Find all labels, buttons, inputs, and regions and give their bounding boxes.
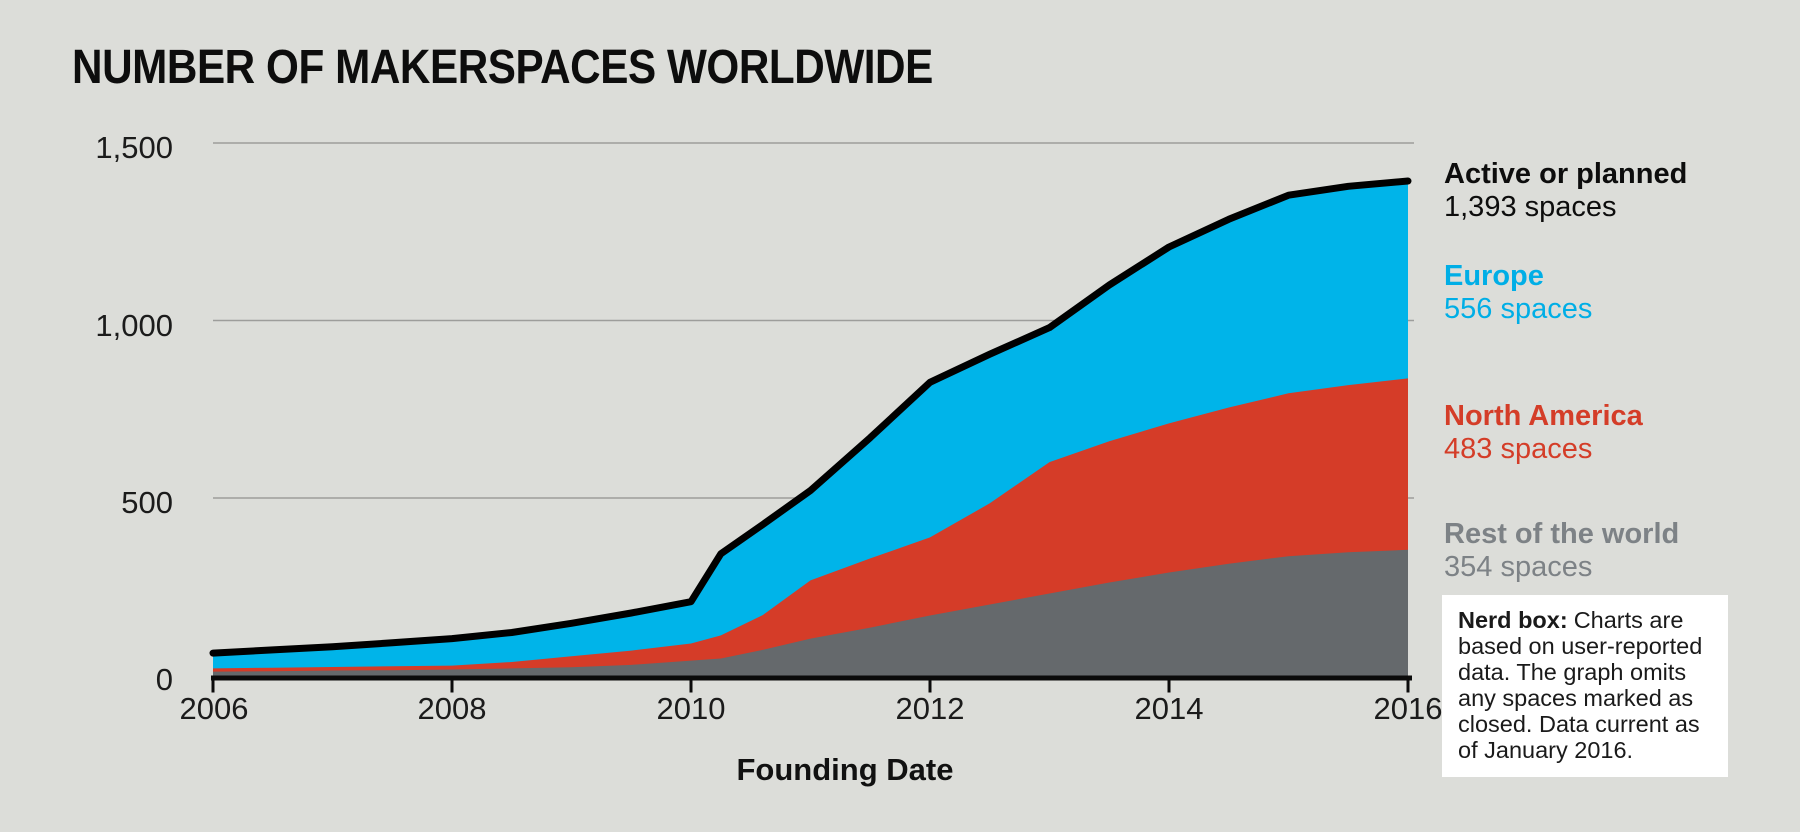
legend-item-total: Active or planned 1,393 spaces <box>1444 158 1687 224</box>
nerd-box-text: Nerd box: Charts are based on user-report… <box>1458 607 1712 763</box>
x-axis-title: Founding Date <box>736 752 954 787</box>
legend-name-north-america: North America <box>1444 400 1643 432</box>
y-tick-label-500: 500 <box>121 485 173 520</box>
chart-title: NUMBER OF MAKERSPACES WORLDWIDE <box>72 41 933 94</box>
area-rest-of-the-world <box>213 549 1408 676</box>
nerd-box-label: Nerd box: <box>1458 607 1568 633</box>
legend-item-rest-of-world: Rest of the world 354 spaces <box>1444 518 1679 584</box>
x-tick-label-2006: 2006 <box>179 691 249 726</box>
x-tick-label-2014: 2014 <box>1134 691 1204 726</box>
legend-item-north-america: North America 483 spaces <box>1444 400 1643 466</box>
x-tick-label-2010: 2010 <box>656 691 726 726</box>
y-tick-label-0: 0 <box>155 662 173 697</box>
legend-value-north-america: 483 spaces <box>1444 433 1593 465</box>
x-tick-label-2016: 2016 <box>1373 691 1443 726</box>
legend-value-active-or-planned: 1,393 spaces <box>1444 191 1617 223</box>
legend-name-rest-of-world: Rest of the world <box>1444 518 1680 550</box>
y-tick-label-1000: 1,000 <box>95 308 173 343</box>
x-tick-label-2008: 2008 <box>417 691 487 726</box>
legend-item-europe: Europe 556 spaces <box>1444 260 1592 326</box>
nerd-box-body: Charts are based on user-reported data. … <box>1458 607 1703 763</box>
legend-name-active-or-planned: Active or planned <box>1444 158 1688 190</box>
legend-name-europe: Europe <box>1444 260 1544 292</box>
total-line-active-or-planned <box>209 177 1412 657</box>
legend-value-europe: 556 spaces <box>1444 293 1593 325</box>
legend-value-rest-of-world: 354 spaces <box>1444 551 1593 583</box>
y-tick-label-1500: 1,500 <box>95 130 173 165</box>
nerd-box: Nerd box: Charts are based on user-report… <box>1442 595 1728 777</box>
x-tick-label-2012: 2012 <box>895 691 965 726</box>
